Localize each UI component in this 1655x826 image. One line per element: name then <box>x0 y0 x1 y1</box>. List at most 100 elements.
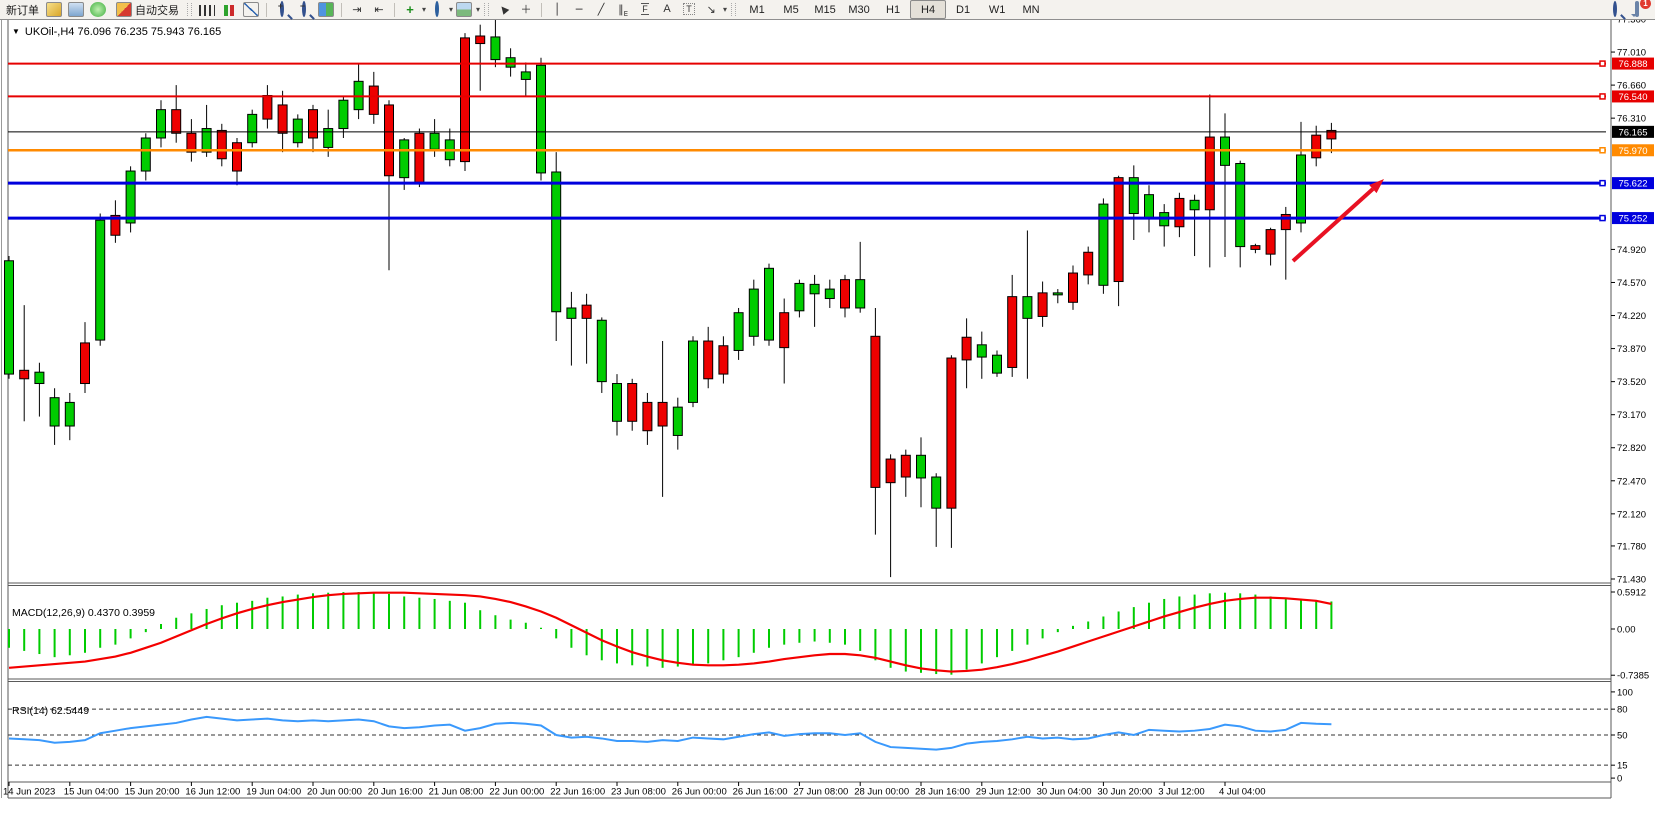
candle-body <box>1311 134 1322 159</box>
candle-body <box>581 304 592 319</box>
level-line-handle[interactable] <box>1599 93 1606 100</box>
rsi-tick-label: 100 <box>1617 687 1633 698</box>
candle-body <box>156 109 166 139</box>
candle-body <box>1083 251 1094 276</box>
trend-arrow-line[interactable] <box>1291 187 1375 263</box>
level-line-handle[interactable] <box>1599 60 1606 67</box>
indicators-caret-icon[interactable]: ▾ <box>422 5 427 14</box>
level-line-handle[interactable] <box>1599 147 1606 154</box>
timeframe-h4-button[interactable]: H4 <box>910 0 947 19</box>
fibonacci-tool-icon[interactable]: F <box>641 3 649 15</box>
autotrading-label: 自动交易 <box>135 4 179 17</box>
search-icon[interactable] <box>1607 1 1623 17</box>
timeframe-mn-button[interactable]: MN <box>1022 3 1040 16</box>
candle-body <box>475 35 486 45</box>
timeframe-m1-button[interactable]: M1 <box>749 3 765 16</box>
autotrading-button[interactable]: 自动交易 <box>109 1 183 18</box>
level-line-handle[interactable] <box>1599 179 1606 187</box>
periods-caret-icon[interactable]: ▾ <box>449 5 454 14</box>
candle-body <box>840 279 850 309</box>
price-tick-label: 71.430 <box>1617 575 1646 586</box>
vertical-line-tool-icon[interactable]: │ <box>553 3 561 16</box>
bar-chart-icon[interactable] <box>199 5 215 16</box>
level-line-handle[interactable] <box>1599 214 1606 222</box>
toolbar-grip <box>484 3 490 16</box>
candle-body <box>1052 292 1063 296</box>
timeframe-m15-button[interactable]: M15 <box>814 3 836 16</box>
arrows-caret-icon[interactable]: ▾ <box>723 5 728 14</box>
text-label-tool-icon[interactable]: T <box>681 2 697 17</box>
timeframe-h1-button[interactable]: H1 <box>886 3 901 16</box>
timeframe-w1-button[interactable]: W1 <box>988 3 1006 16</box>
price-tick-label: 72.470 <box>1617 476 1646 487</box>
tile-windows-icon[interactable] <box>318 2 334 17</box>
chart-shift-icon[interactable]: ⇤ <box>374 3 384 16</box>
candle-body <box>855 279 866 309</box>
date-label: 30 Jun 04:00 <box>1037 787 1092 798</box>
news-icon[interactable] <box>90 2 106 17</box>
line-chart-icon[interactable] <box>243 2 259 17</box>
channel-tool-icon[interactable]: ∥E <box>618 3 629 19</box>
price-badge-label: 75.622 <box>1618 179 1647 190</box>
candle-body <box>551 171 562 313</box>
candlestick-chart-icon[interactable] <box>221 5 237 16</box>
candle-body <box>19 369 30 380</box>
candle-body <box>1280 213 1291 231</box>
price-tick-label: 77.010 <box>1617 48 1646 59</box>
toolbar-grip <box>731 3 737 16</box>
candle-body <box>885 458 896 484</box>
crosshair-tool-icon[interactable]: ＋ <box>520 3 532 16</box>
date-label: 22 Jun 00:00 <box>489 787 544 798</box>
zoom-in-icon[interactable]: + <box>274 1 290 17</box>
candle-body <box>916 454 926 479</box>
macd-tick-label: -0.7385 <box>1617 671 1649 682</box>
zoom-out-icon[interactable]: − <box>296 1 312 17</box>
candle-body <box>627 383 638 422</box>
chart-canvas[interactable]: 77.360 77.010 76.660 76.310 74.920 74.570 74.2… <box>0 0 1655 806</box>
new-order-button[interactable]: 新订单 <box>2 1 43 18</box>
periods-clock-icon[interactable] <box>429 1 445 17</box>
price-badge-75.622 <box>1612 177 1654 190</box>
price-tick-label: 76.310 <box>1617 114 1646 125</box>
candle-body <box>642 401 653 432</box>
timeframe-m5-button[interactable]: M5 <box>783 3 799 16</box>
timeframe-m30-button[interactable]: M30 <box>848 3 870 16</box>
signals-icon[interactable] <box>46 2 62 17</box>
candle-body <box>748 288 759 337</box>
macd-tick-label: 0.00 <box>1617 625 1636 636</box>
candle-body <box>1250 245 1261 250</box>
templates-icon[interactable] <box>456 2 473 17</box>
chat-icon[interactable]: 1 <box>1629 0 1651 17</box>
cursor-tool-icon[interactable]: ▲ <box>497 2 511 17</box>
candle-body <box>95 219 106 341</box>
horizontal-line-tool-icon[interactable]: ─ <box>575 3 583 16</box>
chart-plot-area[interactable] <box>8 3 1611 798</box>
candle-body <box>338 99 349 130</box>
price-tick-label: 73.520 <box>1617 377 1646 388</box>
candle-body <box>946 357 957 509</box>
candle-body <box>900 454 911 478</box>
arrows-tool-icon[interactable]: ↘ <box>706 3 716 16</box>
candle-body <box>961 336 972 361</box>
candle-body <box>1265 229 1276 255</box>
candle-body <box>809 283 820 295</box>
indicators-icon[interactable]: + <box>406 2 414 17</box>
candle-body <box>992 354 1002 374</box>
text-tool-icon[interactable]: A <box>663 3 671 15</box>
candle-body <box>323 128 334 148</box>
date-label: 20 Jun 16:00 <box>368 787 423 798</box>
candle-body <box>794 282 805 312</box>
profile-icon[interactable] <box>68 2 84 17</box>
candle-body <box>596 319 607 383</box>
templates-caret-icon[interactable]: ▾ <box>476 5 481 14</box>
date-label: 15 Jun 20:00 <box>125 787 180 798</box>
timeframe-d1-button[interactable]: D1 <box>956 3 971 16</box>
symbol-dropdown-icon[interactable]: ▼ <box>12 27 20 36</box>
price-badge-75.970 <box>1612 144 1654 157</box>
auto-scroll-icon[interactable]: ⇥ <box>352 3 362 16</box>
trendline-tool-icon[interactable]: ╱ <box>597 3 605 16</box>
candle-body <box>171 109 182 134</box>
candle-body <box>703 340 714 380</box>
trend-arrow-head[interactable] <box>1369 179 1384 194</box>
candle-body <box>292 118 303 144</box>
